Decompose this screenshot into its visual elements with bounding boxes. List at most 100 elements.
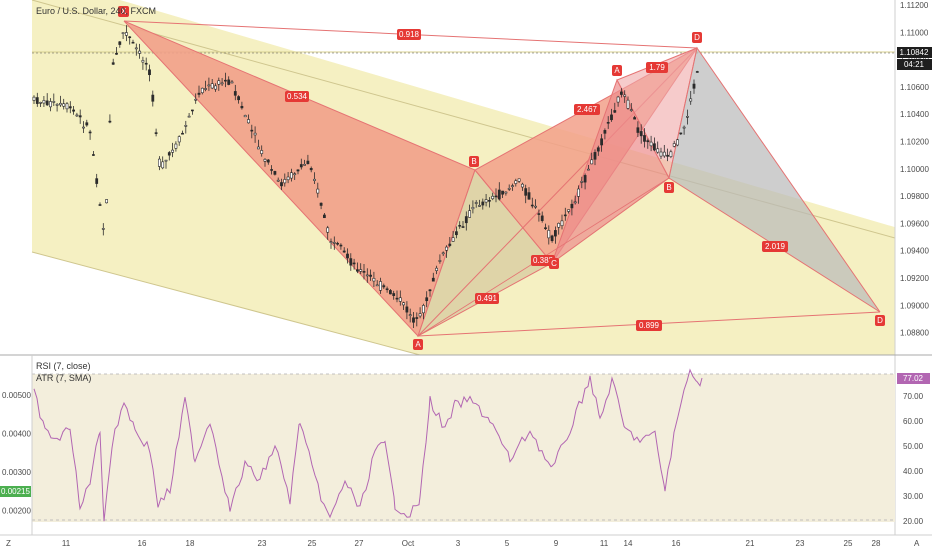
candle-body [227,79,231,85]
candle-body [220,82,224,85]
candle-body [72,109,76,112]
candle-body [128,36,132,39]
corner-left-label[interactable]: Z [6,539,11,548]
candle-body [194,98,198,101]
candle-body [659,151,663,157]
candle-body [184,125,188,127]
atr-title: ATR (7, SMA) [36,373,91,383]
svg-text:X: X [121,7,127,16]
candle-body [49,101,52,108]
svg-text:0.918: 0.918 [399,30,420,39]
time-axis-label: 18 [186,539,195,548]
candle-body [352,262,356,265]
candle-body [517,178,521,182]
candle-body [45,100,49,106]
candle-body [626,99,630,109]
candle-body [435,267,439,271]
candle-body [253,132,257,136]
svg-text:77.02: 77.02 [903,374,924,383]
candle-body [131,41,135,44]
candle-body [65,103,69,110]
rsi-scale-label: 40.00 [903,467,924,476]
time-axis-label: 28 [872,539,881,548]
svg-text:0.899: 0.899 [639,321,660,330]
rsi-line [33,368,703,522]
candle-body [695,71,699,73]
candle-body [191,109,194,112]
candle-body [573,201,577,204]
candle-body [563,214,567,217]
candle-body [174,143,178,149]
candle-body [260,150,264,154]
candle-body [484,199,488,203]
candle-body [250,129,254,132]
candle-body [346,253,349,259]
point-label-x: X [118,6,129,17]
price-scale-label: 1.09400 [900,247,929,256]
price-scale-label: 1.09000 [900,301,929,310]
candle-body [537,213,541,215]
svg-text:0.491: 0.491 [477,294,498,303]
point-label-d2: D [875,315,885,326]
candle-body [454,231,458,236]
candle-body [164,159,168,162]
candle-body [339,244,343,247]
candle-body [672,143,676,147]
ratio-label-ad: 0.899 [636,320,662,331]
candle-body [487,200,491,202]
atr-scale-labels: 0.00500 0.00400 0.00300 0.00200 [2,391,31,516]
candle-body [514,180,518,184]
candle-body [329,241,333,243]
candle-body [58,102,62,106]
time-axis-label: 11 [600,539,609,548]
time-axis-labels[interactable]: 11 16 18 23 25 27 Oct 3 5 9 11 14 16 21 23 25 28 [62,539,881,548]
candle-body [115,53,118,55]
candle-body [240,105,244,109]
candle-body [438,260,442,262]
candle-body [679,132,683,135]
candle-body [616,96,620,103]
candlestick-series [32,25,699,328]
candle-body [586,168,590,171]
symbol-title: Euro / U.S. Dollar, 240, FXCM [36,6,156,16]
candle-body [309,167,313,171]
candle-body [471,207,475,210]
candle-body [273,171,277,175]
candle-body [448,243,452,246]
candle-body [134,47,138,50]
candle-body [210,83,214,89]
price-scale-label: 1.10600 [900,83,929,92]
price-scale-label: 1.10000 [900,165,929,174]
candle-body [623,94,627,97]
candle-body [230,81,234,84]
candle-body [138,50,142,54]
corner-right-label[interactable]: A [914,539,920,548]
point-label-b2: B [664,182,674,193]
rsi-scale-label: 20.00 [903,517,924,526]
point-label-d: D [692,32,702,43]
point-label-b: B [469,156,479,167]
svg-text:A: A [614,66,620,75]
candle-body [474,202,478,204]
candle-body [458,224,462,227]
candle-body [629,109,633,111]
candle-body [280,182,283,187]
channel-lower-line [31,251,421,356]
candle-body [332,242,336,244]
candle-body [362,271,366,273]
price-scale-label: 1.09200 [900,274,929,283]
rsi-scale-labels: 70.00 60.00 50.00 40.00 30.00 20.00 [903,392,924,526]
candle-body [158,158,161,167]
candle-body [369,274,373,277]
candle-body [583,175,587,183]
time-axis-label: 16 [672,539,681,548]
point-label-a: A [413,339,423,350]
candle-body [319,202,323,206]
candle-body [177,136,181,143]
candle-body [451,237,455,242]
candle-body [497,189,501,200]
time-axis-label: 23 [796,539,805,548]
candle-body [92,154,95,156]
svg-text:C: C [551,259,557,268]
